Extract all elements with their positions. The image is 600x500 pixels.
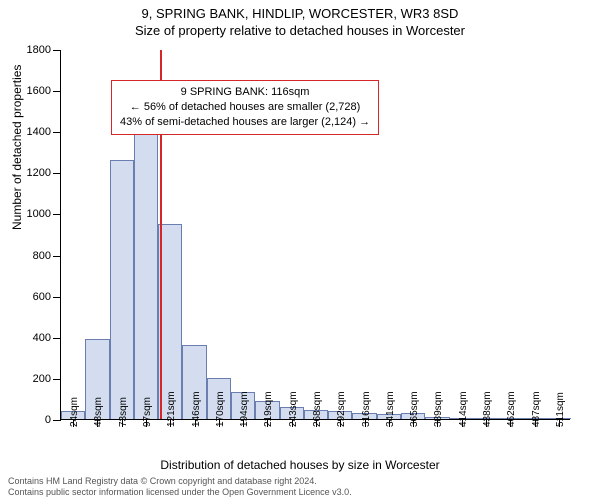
x-tick-label: 438sqm <box>482 391 493 427</box>
y-tick <box>53 297 61 298</box>
y-tick-label: 1400 <box>27 126 51 138</box>
x-tick-label: 389sqm <box>433 391 444 427</box>
y-tick-label: 1600 <box>27 85 51 97</box>
y-tick-label: 1200 <box>27 167 51 179</box>
x-tick-label: 73sqm <box>118 397 129 427</box>
x-tick-label: 487sqm <box>531 391 542 427</box>
x-axis-label: Distribution of detached houses by size … <box>0 458 600 472</box>
x-tick-label: 414sqm <box>458 391 469 427</box>
footer-line-2: Contains public sector information licen… <box>8 487 352 498</box>
x-tick-label: 511sqm <box>555 392 566 427</box>
y-tick-label: 600 <box>33 291 51 303</box>
y-tick <box>53 256 61 257</box>
annotation-line: 9 SPRING BANK: 116sqm <box>120 85 370 100</box>
x-tick-label: 121sqm <box>166 391 177 427</box>
y-tick-label: 800 <box>33 250 51 262</box>
y-tick <box>53 338 61 339</box>
footer-line-1: Contains HM Land Registry data © Crown c… <box>8 476 352 487</box>
x-tick-label: 341sqm <box>385 391 396 427</box>
x-tick-label: 146sqm <box>191 391 202 427</box>
y-tick-label: 200 <box>33 373 51 385</box>
x-tick-label: 194sqm <box>239 391 250 427</box>
histogram-bar <box>110 160 134 419</box>
x-tick-label: 219sqm <box>263 391 274 427</box>
y-tick <box>53 214 61 215</box>
x-tick-label: 316sqm <box>361 391 372 427</box>
x-tick-label: 170sqm <box>215 391 226 427</box>
y-tick-label: 0 <box>45 414 51 426</box>
x-tick-label: 243sqm <box>288 391 299 427</box>
y-tick-label: 1000 <box>27 208 51 220</box>
y-tick <box>53 91 61 92</box>
y-tick-label: 1800 <box>27 44 51 56</box>
x-tick-label: 292sqm <box>336 391 347 427</box>
y-axis-label: Number of detached properties <box>10 65 24 230</box>
x-tick-label: 97sqm <box>142 397 153 427</box>
annotation-box: 9 SPRING BANK: 116sqm← 56% of detached h… <box>111 80 379 135</box>
annotation-line: ← 56% of detached houses are smaller (2,… <box>120 100 370 115</box>
chart-area: 02004006008001000120014001600180024sqm48… <box>60 50 570 420</box>
x-tick-label: 48sqm <box>93 397 104 427</box>
title-line-1: 9, SPRING BANK, HINDLIP, WORCESTER, WR3 … <box>0 6 600 21</box>
x-tick-label: 24sqm <box>69 397 80 427</box>
y-tick <box>53 420 61 421</box>
histogram-bar <box>134 133 158 419</box>
plot-area: 02004006008001000120014001600180024sqm48… <box>60 50 570 420</box>
y-tick <box>53 50 61 51</box>
y-tick <box>53 173 61 174</box>
x-tick-label: 268sqm <box>312 391 323 427</box>
y-tick-label: 400 <box>33 332 51 344</box>
x-tick-label: 365sqm <box>409 391 420 427</box>
annotation-line: 43% of semi-detached houses are larger (… <box>120 115 370 130</box>
footer-attribution: Contains HM Land Registry data © Crown c… <box>8 476 352 498</box>
chart-title-block: 9, SPRING BANK, HINDLIP, WORCESTER, WR3 … <box>0 0 600 38</box>
title-line-2: Size of property relative to detached ho… <box>0 23 600 38</box>
y-tick <box>53 132 61 133</box>
y-tick <box>53 379 61 380</box>
x-tick-label: 462sqm <box>506 391 517 427</box>
